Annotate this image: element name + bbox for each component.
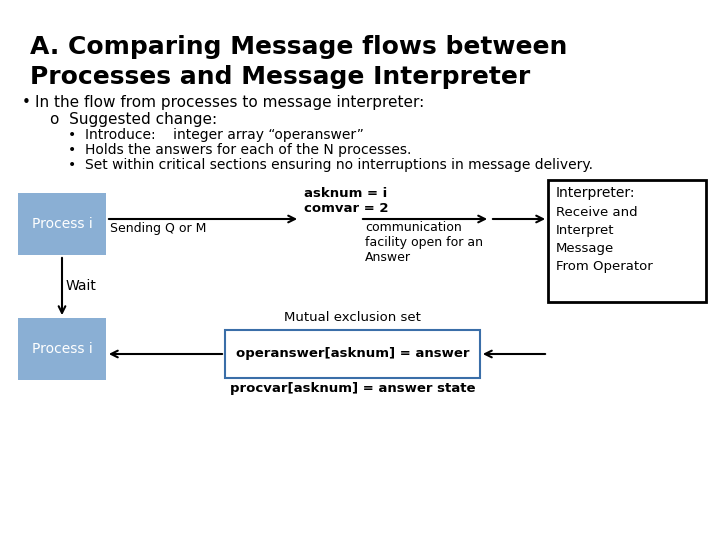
Bar [548,180,706,302]
Bar [18,318,106,380]
Text: operanswer[asknum] = answer: operanswer[asknum] = answer [235,348,469,361]
Text: Interpreter:: Interpreter: [556,186,636,200]
Text: procvar[asknum] = answer state: procvar[asknum] = answer state [230,382,475,395]
Text: communication
facility open for an
Answer: communication facility open for an Answe… [365,221,483,264]
Text: Sending Q or M: Sending Q or M [110,222,207,235]
Bar [18,193,106,255]
Text: In the flow from processes to message interpreter:: In the flow from processes to message in… [35,95,424,110]
Text: asknum = i
comvar = 2: asknum = i comvar = 2 [304,187,389,215]
Text: •  Holds the answers for each of the N processes.: • Holds the answers for each of the N pr… [68,143,411,157]
Text: Wait: Wait [66,280,97,294]
Text: Receive and
Interpret
Message
From Operator: Receive and Interpret Message From Opera… [556,206,653,273]
Text: •: • [22,95,31,110]
Text: •  Introduce:    integer array “operanswer”: • Introduce: integer array “operanswer” [68,128,364,142]
Bar [225,330,480,378]
Text: •  Set within critical sections ensuring no interruptions in message delivery.: • Set within critical sections ensuring … [68,158,593,172]
Text: A. Comparing Message flows between: A. Comparing Message flows between [30,35,567,59]
Text: o  Suggested change:: o Suggested change: [50,112,217,127]
Text: Processes and Message Interpreter: Processes and Message Interpreter [30,65,530,89]
Text: Process i: Process i [32,217,92,231]
Text: Process i: Process i [32,342,92,356]
Text: Mutual exclusion set: Mutual exclusion set [284,311,421,324]
